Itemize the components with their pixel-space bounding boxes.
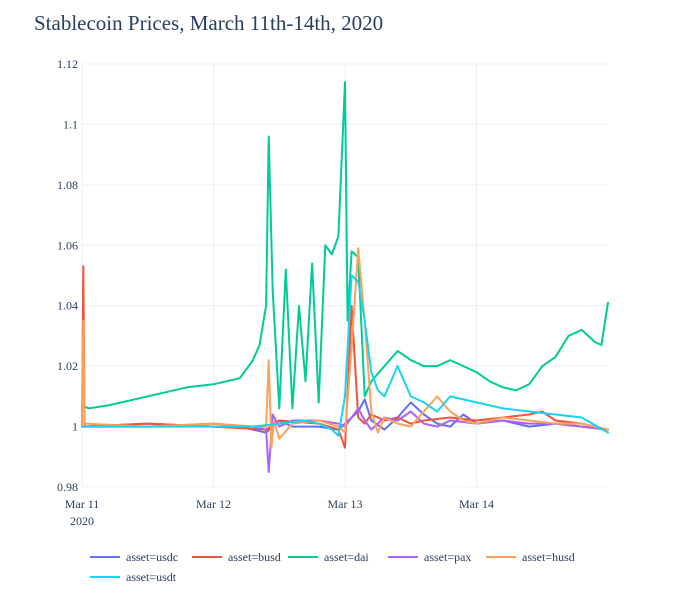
legend-label: asset=usdc [126, 550, 178, 564]
series-line-usdt [81, 274, 609, 437]
legend-item-busd[interactable]: asset=busd [192, 550, 281, 564]
legend-label: asset=husd [522, 550, 575, 564]
x-tick-label: Mar 11 [65, 497, 100, 511]
x-tick-year-label: 2020 [70, 514, 94, 528]
series-lines [81, 81, 609, 473]
legend-label: asset=dai [324, 550, 369, 564]
legend-item-husd[interactable]: asset=husd [486, 550, 575, 564]
y-tick-label: 1.04 [57, 299, 78, 313]
y-tick-label: 0.98 [57, 480, 78, 494]
chart-title: Stablecoin Prices, March 11th-14th, 2020 [34, 11, 383, 35]
y-tick-label: 1.12 [57, 57, 78, 71]
legend[interactable]: asset=usdc asset=busd asset=dai asset=pax as… [90, 550, 575, 584]
series-line-dai [81, 81, 609, 410]
x-tick-label: Mar 13 [328, 497, 363, 511]
legend-item-usdt[interactable]: asset=usdt [90, 570, 177, 584]
y-tick-label: 1.06 [57, 238, 78, 252]
y-tick-label: 1 [72, 420, 78, 434]
y-tick-label: 1.02 [57, 359, 78, 373]
legend-label: asset=usdt [126, 570, 177, 584]
legend-label: asset=busd [228, 550, 281, 564]
y-tick-label: 1.1 [63, 117, 78, 131]
series-line-pax [81, 407, 609, 473]
y-axis-ticks: 0.98 1 1.02 1.04 1.06 1.08 1.1 1.12 [57, 57, 78, 494]
legend-item-dai[interactable]: asset=dai [288, 550, 369, 564]
legend-item-usdc[interactable]: asset=usdc [90, 550, 178, 564]
x-tick-label: Mar 12 [196, 497, 231, 511]
x-tick-label: Mar 14 [459, 497, 494, 511]
legend-item-pax[interactable]: asset=pax [388, 550, 471, 564]
x-axis-ticks: Mar 11 Mar 12 Mar 13 Mar 14 2020 [65, 497, 494, 528]
y-tick-label: 1.08 [57, 178, 78, 192]
legend-label: asset=pax [424, 550, 471, 564]
